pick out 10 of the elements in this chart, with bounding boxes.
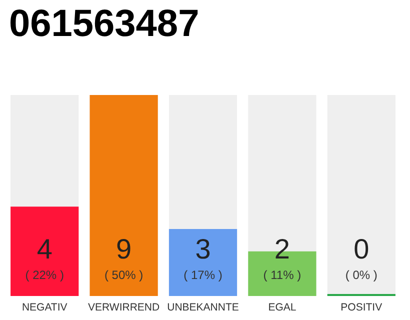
data-label: 0 ( 0% ) [345, 234, 378, 282]
x-tick-label: VERWIRREND [88, 302, 160, 314]
data-label: 9 ( 50% ) [104, 234, 144, 282]
x-tick-label: UNBEKANNTE [167, 302, 239, 314]
x-tick-label: POSITIV [340, 302, 382, 314]
chart-title: 061563487 [9, 3, 200, 45]
x-tick-label: NEGATIV [22, 302, 68, 314]
data-label: 3 ( 17% ) [184, 234, 222, 282]
x-tick-label: EGAL [268, 302, 296, 314]
data-label: 4 ( 22% ) [25, 234, 64, 282]
